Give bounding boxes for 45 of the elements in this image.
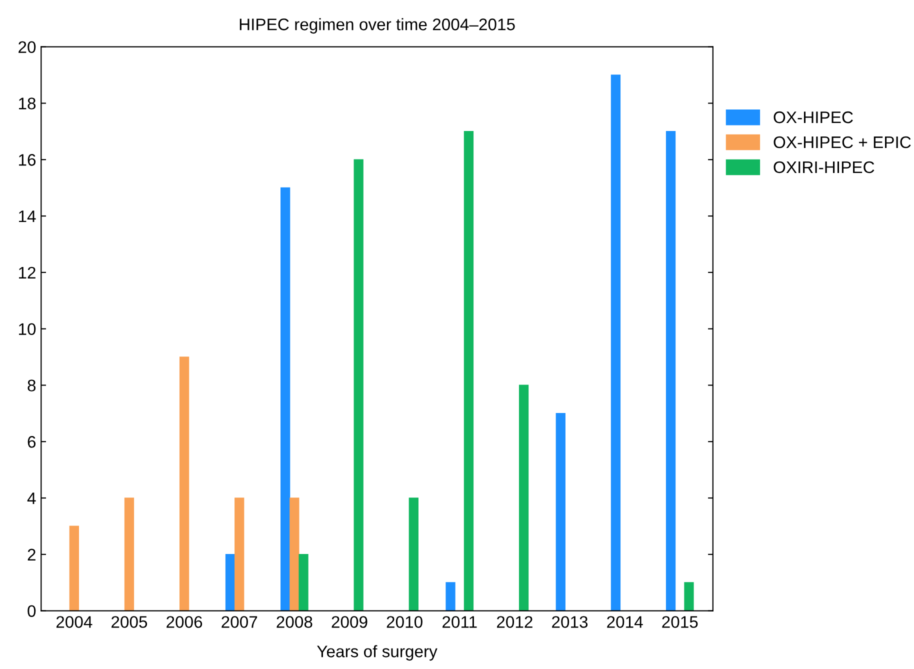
legend-label: OX-HIPEC bbox=[774, 111, 853, 124]
x-tick-label: 2009 bbox=[332, 616, 368, 628]
x-tick-label: 2004 bbox=[56, 616, 92, 628]
bar bbox=[556, 412, 566, 611]
bar bbox=[610, 74, 621, 611]
bar bbox=[124, 498, 134, 611]
x-tick-label: 2008 bbox=[276, 616, 312, 628]
bar bbox=[446, 582, 456, 611]
bar bbox=[464, 131, 474, 611]
bar bbox=[234, 498, 244, 611]
x-tick-label: 2013 bbox=[552, 616, 588, 628]
bar bbox=[354, 159, 364, 611]
bar bbox=[179, 356, 190, 611]
chart-title: HIPEC regimen over time 2004–2015 bbox=[240, 18, 515, 34]
x-tick-label: 2007 bbox=[222, 616, 258, 628]
y-tick-label: 2 bbox=[28, 548, 36, 560]
y-tick-label: 0 bbox=[28, 605, 36, 617]
x-tick-label: 2010 bbox=[386, 616, 422, 628]
y-tick-label: 4 bbox=[27, 492, 36, 504]
y-tick-label: 6 bbox=[28, 436, 36, 448]
legend-label: OX-HIPEC + EPIC bbox=[774, 136, 911, 148]
bar bbox=[225, 554, 236, 611]
x-tick-label: 2005 bbox=[112, 616, 148, 628]
x-tick-label: 2015 bbox=[662, 616, 698, 628]
y-tick-label: 16 bbox=[19, 154, 36, 166]
bar bbox=[518, 384, 529, 611]
y-tick-label: 20 bbox=[18, 41, 36, 54]
x-tick-label: 2011 bbox=[442, 616, 477, 628]
x-tick-label: 2014 bbox=[607, 616, 643, 628]
bar bbox=[280, 187, 290, 611]
y-tick-label: 10 bbox=[19, 323, 36, 336]
x-tick-label: 2012 bbox=[496, 616, 532, 628]
x-tick-label: 2006 bbox=[166, 616, 202, 628]
y-tick-label: 18 bbox=[19, 98, 36, 110]
y-tick-label: 14 bbox=[19, 210, 36, 222]
legend-label: OXIRI-HIPEC bbox=[774, 161, 874, 174]
y-tick-label: 12 bbox=[19, 266, 36, 278]
bar bbox=[298, 554, 308, 611]
bar bbox=[69, 526, 79, 611]
x-axis-title: Years of surgery bbox=[317, 645, 438, 661]
bar bbox=[684, 582, 694, 611]
bar bbox=[290, 498, 300, 611]
bar bbox=[408, 498, 418, 611]
y-tick-label: 8 bbox=[28, 380, 36, 392]
bar bbox=[666, 131, 676, 611]
